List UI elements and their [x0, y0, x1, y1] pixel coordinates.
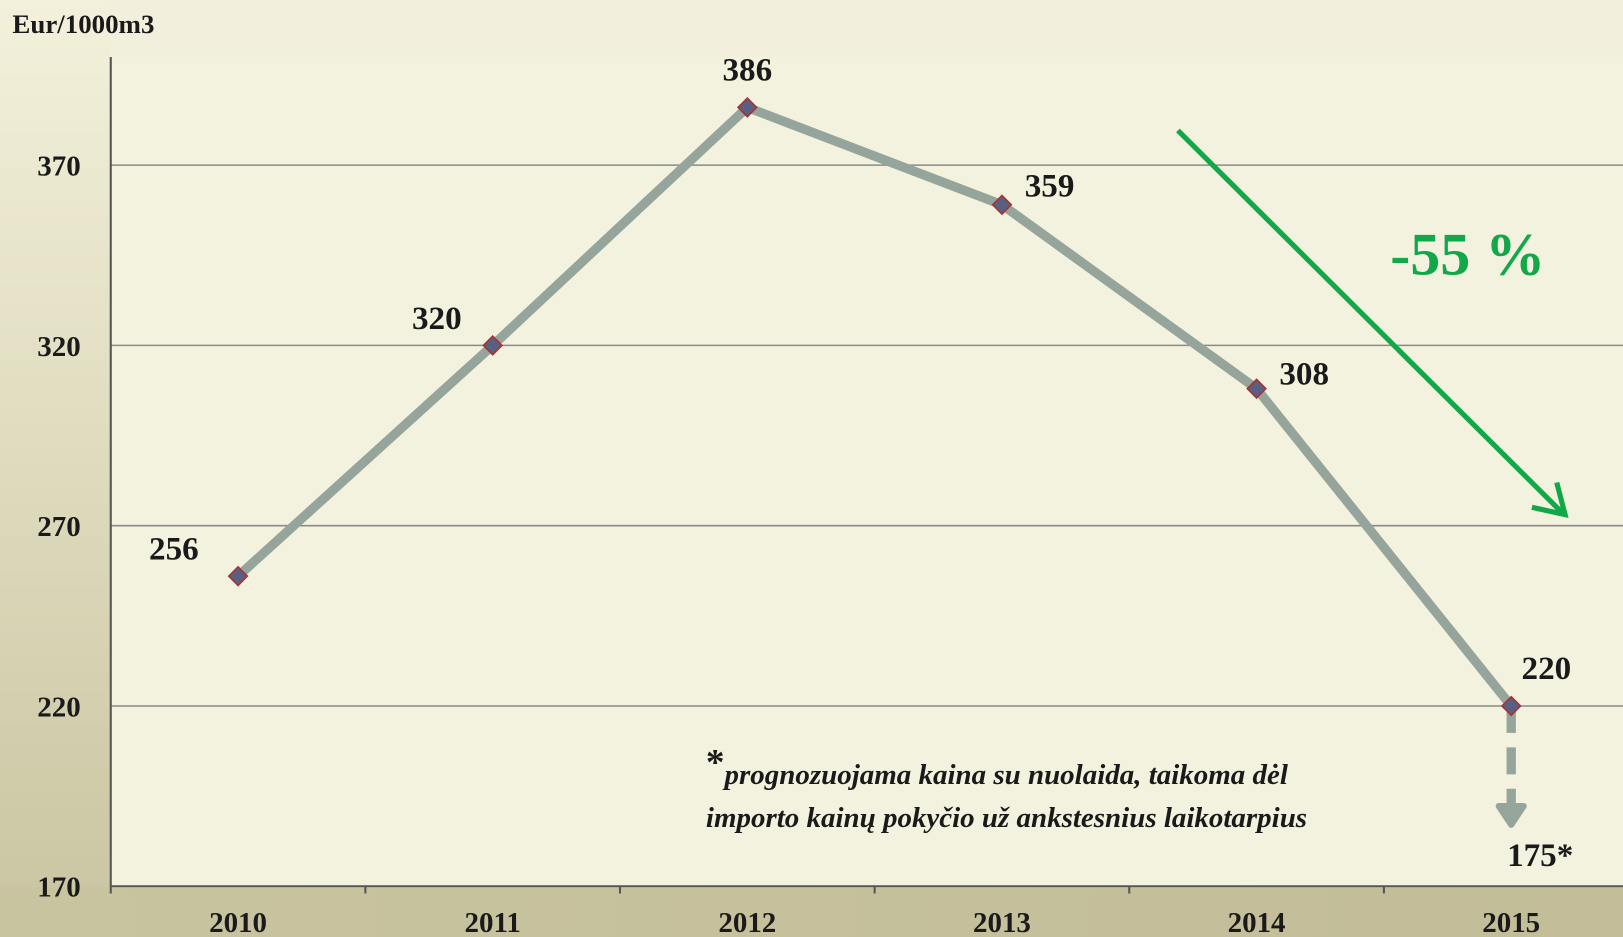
bottom-band: [0, 887, 1623, 937]
y-tick-label: 370: [37, 150, 80, 182]
x-tick-label: 2010: [209, 907, 267, 937]
marker: [227, 565, 249, 587]
note-line: prognozuojama kaina su nuolaida, taikoma…: [722, 759, 1288, 791]
data-label: 256: [149, 531, 199, 568]
y-tick-label: 220: [37, 691, 80, 723]
left-band: [0, 0, 111, 937]
x-tick-label: 2015: [1482, 907, 1540, 937]
data-label: 220: [1522, 650, 1572, 687]
trend-arrow: [1176, 128, 1563, 514]
y-tick-label: 320: [37, 331, 80, 363]
marker: [482, 334, 504, 356]
marker: [736, 97, 758, 118]
note-line: importo kainų pokyčio už ankstesnius lai…: [706, 802, 1307, 834]
y-axis-label: Eur/1000m3: [12, 9, 154, 39]
data-label: 320: [412, 300, 462, 337]
y-tick-label: 270: [37, 511, 80, 543]
data-label: 386: [722, 52, 772, 89]
y-tick-label: 170: [37, 872, 80, 904]
note-marker: *: [706, 742, 725, 783]
marker: [991, 194, 1013, 216]
annotation: -55 %: [1390, 220, 1545, 287]
line: [234, 102, 1515, 709]
x-tick-label: 2014: [1228, 907, 1286, 937]
marker: [1246, 378, 1267, 400]
plot-area: [110, 56, 1623, 888]
data-label: 359: [1025, 167, 1075, 204]
marker: [1500, 695, 1522, 717]
data-label: 308: [1279, 356, 1329, 393]
x-tick-label: 2013: [973, 907, 1031, 937]
forecast-label: 175*: [1507, 837, 1573, 874]
forecast-arrow-head: [1495, 803, 1527, 828]
x-tick-label: 2012: [718, 907, 776, 937]
trend-arrow-head: [1531, 481, 1569, 519]
x-tick-label: 2011: [465, 907, 521, 937]
